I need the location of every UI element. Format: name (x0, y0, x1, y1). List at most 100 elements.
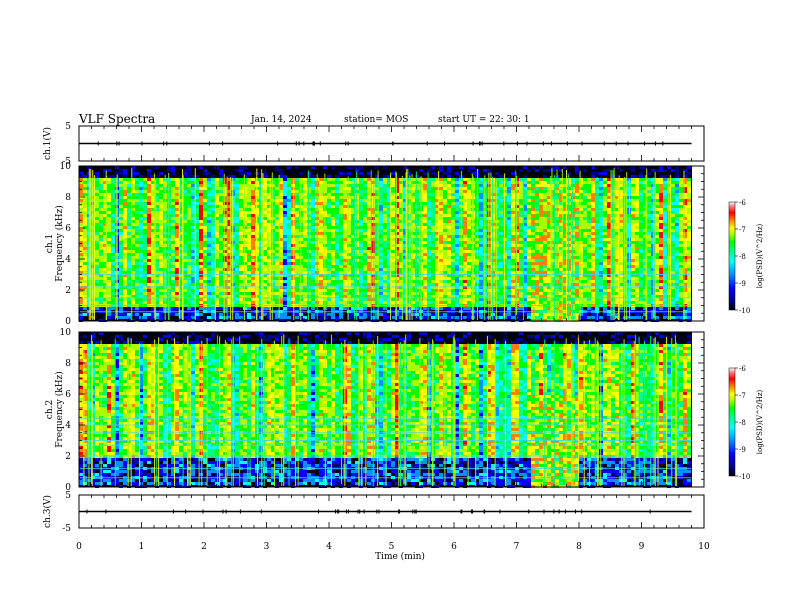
spectrogram-cell (307, 196, 311, 199)
spectrogram-cell (319, 253, 323, 256)
spectrogram-cell (287, 184, 291, 187)
spectrogram-cell (175, 196, 179, 199)
spectrogram-cell (335, 259, 339, 262)
spectrogram-cell (179, 181, 183, 184)
spectrogram-cell (267, 298, 271, 301)
spectrogram-cell (339, 214, 343, 217)
spectrogram-cell (271, 229, 275, 232)
spectrogram-cell (319, 181, 323, 184)
spectrogram-cell (403, 244, 407, 247)
spectrogram-cell (375, 268, 379, 271)
spectrogram-cell (151, 211, 155, 214)
spectrogram-cell (343, 286, 347, 289)
spectrogram-cell (107, 181, 111, 184)
spectrogram-cell (339, 226, 343, 229)
spectrogram-cell (219, 190, 223, 193)
spectrogram-cell (327, 187, 331, 190)
spectrogram-cell (339, 178, 343, 181)
spectrogram-cell (139, 307, 143, 310)
spectrogram-cell (431, 289, 435, 292)
spectrogram-cell (195, 196, 199, 199)
spectrogram-cell (367, 187, 371, 190)
spectrogram-cell (283, 190, 287, 193)
spectrogram-cell (279, 280, 283, 283)
spectrogram-cell (307, 289, 311, 292)
spectrogram-cell (331, 265, 335, 268)
spectrogram-cell (259, 307, 263, 310)
spectrogram-cell (423, 277, 427, 280)
spectrogram-cell (311, 292, 315, 295)
spectrogram-cell (439, 307, 443, 310)
spectrogram-cell (259, 181, 263, 184)
spectrogram-cell (135, 262, 139, 265)
spectrogram-cell (343, 262, 347, 265)
spectrogram-cell (399, 178, 403, 181)
spectrogram-cell (467, 271, 471, 274)
spectrogram-cell (455, 241, 459, 244)
spectrogram-cell (83, 292, 87, 295)
spectrogram-cell (95, 286, 99, 289)
spectrogram-cell (339, 250, 343, 253)
spectrogram-cell (283, 208, 287, 211)
spectrogram-cell (243, 250, 247, 253)
spectrogram-cell (479, 268, 483, 271)
spectrogram-cell (191, 229, 195, 232)
spectrogram-cell (283, 214, 287, 217)
spectrogram-cell (251, 283, 255, 286)
spectrogram-cell (367, 286, 371, 289)
spectrogram-cell (251, 205, 255, 208)
spectrogram-cell (287, 316, 291, 319)
spectrogram-cell (199, 205, 203, 208)
spectrogram-cell (251, 247, 255, 250)
spectrogram-cell (263, 193, 267, 196)
spectrogram-cell (375, 277, 379, 280)
spectrogram-cell (147, 259, 151, 262)
spectrogram-cell (327, 208, 331, 211)
spectrogram-cell (203, 259, 207, 262)
spectrogram-cell (307, 190, 311, 193)
spectrogram-cell (411, 235, 415, 238)
spectrogram-cell (335, 307, 339, 310)
spectrogram-cell (199, 202, 203, 205)
spectrogram-cell (279, 244, 283, 247)
spectrogram-cell (451, 259, 455, 262)
spectrogram-cell (243, 181, 247, 184)
spectrogram-cell (219, 223, 223, 226)
spectrogram-cell (387, 232, 391, 235)
spectrogram-cell (339, 187, 343, 190)
spectrogram-cell (435, 256, 439, 259)
spectrogram-cell (291, 226, 295, 229)
spectrogram-cell (391, 292, 395, 295)
spectrogram-cell (367, 184, 371, 187)
spectrogram-cell (395, 229, 399, 232)
spectrogram-cell (451, 241, 455, 244)
spectrogram-cell (135, 211, 139, 214)
spectrogram-cell (103, 250, 107, 253)
spectrogram-cell (359, 190, 363, 193)
spectrogram-cell (119, 178, 123, 181)
spectrogram-cell (427, 283, 431, 286)
spectrogram-cell (171, 196, 175, 199)
spectrogram-cell (479, 211, 483, 214)
spectrogram-cell (179, 229, 183, 232)
spectrogram-cell (135, 244, 139, 247)
spectrogram-cell (243, 244, 247, 247)
spectrogram-cell (275, 217, 279, 220)
spectrogram-cell (183, 223, 187, 226)
spectrogram-cell (259, 247, 263, 250)
spectrogram-cell (379, 262, 383, 265)
spectrogram-cell (95, 250, 99, 253)
spectrogram-cell (443, 253, 447, 256)
spectrogram-cell (271, 220, 275, 223)
spectrogram-cell (99, 295, 103, 298)
spectrogram-cell (447, 316, 451, 319)
spectrogram-cell (435, 181, 439, 184)
spectrogram-cell (427, 199, 431, 202)
spectrogram-cell (111, 271, 115, 274)
spectrogram-cell (451, 307, 455, 310)
spectrogram-cell (79, 301, 83, 304)
spectrogram-cell (387, 244, 391, 247)
spectrogram-cell (247, 187, 251, 190)
spectrogram-cell (319, 289, 323, 292)
spectrogram-cell (431, 199, 435, 202)
